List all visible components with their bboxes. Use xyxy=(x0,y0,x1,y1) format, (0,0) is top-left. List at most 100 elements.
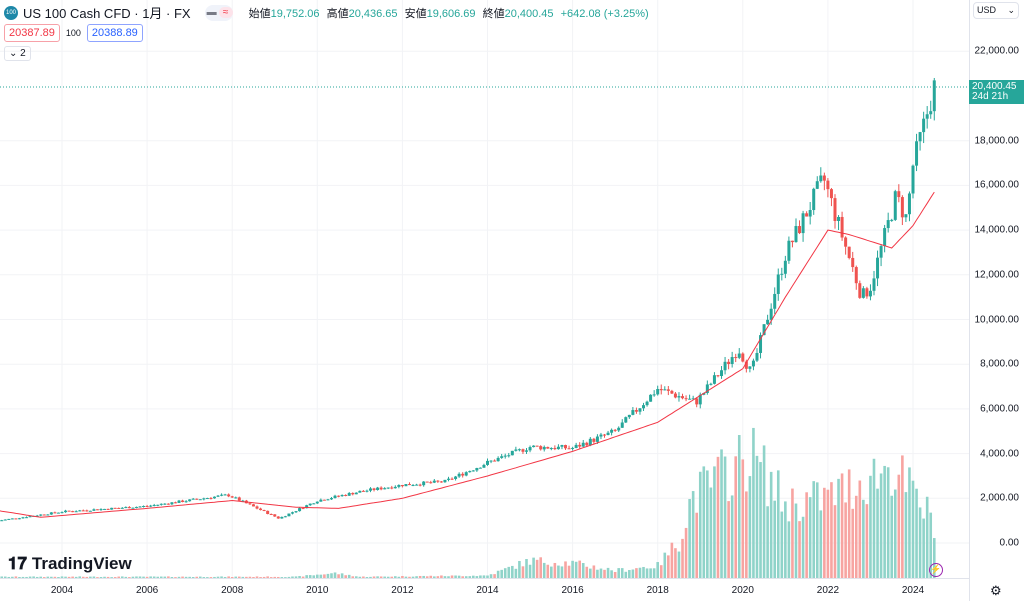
volume-bar xyxy=(174,577,177,578)
volume-bar xyxy=(3,576,7,578)
candle-body xyxy=(911,165,915,194)
volume-bar xyxy=(128,577,131,578)
volume-bar xyxy=(57,577,60,578)
candle-body xyxy=(525,450,529,452)
volume-bar xyxy=(904,492,908,578)
bar-countdown: 24d 21h xyxy=(972,91,1009,102)
candle-body xyxy=(542,446,546,450)
volume-bar xyxy=(103,576,106,578)
volume-bar xyxy=(642,566,645,578)
candle-body xyxy=(751,360,755,367)
candle-body xyxy=(287,513,291,517)
volume-bar xyxy=(135,576,138,578)
candle-body xyxy=(273,514,277,517)
volume-bar xyxy=(11,576,14,578)
volume-bar xyxy=(525,559,528,578)
candle-body xyxy=(691,398,695,400)
candle-body xyxy=(340,494,344,497)
lightning-icon[interactable]: ⚡ xyxy=(929,563,943,577)
sell-button[interactable]: 20387.89 xyxy=(4,24,60,42)
candle-body xyxy=(755,352,759,361)
candle-body xyxy=(220,494,224,496)
time-axis[interactable]: 2004 2006 2008 2010 2012 2014 2016 2018 2020 2022… xyxy=(0,578,969,601)
price-chart[interactable] xyxy=(0,0,969,578)
volume-bar xyxy=(663,552,667,578)
volume-bar xyxy=(326,573,330,578)
candle-body xyxy=(237,497,241,501)
hide-icon[interactable]: ▬ xyxy=(206,7,217,18)
candle-body xyxy=(787,240,791,261)
candle-body xyxy=(39,514,43,516)
legend-controls[interactable]: ▬ ≈ xyxy=(204,4,233,21)
candle-body xyxy=(156,504,160,506)
volume-bar xyxy=(798,521,801,578)
candle-body xyxy=(503,455,507,457)
candle-body xyxy=(514,449,518,451)
approx-icon[interactable]: ≈ xyxy=(218,7,233,18)
volume-bar xyxy=(929,512,933,578)
volume-bar xyxy=(872,458,876,578)
currency-select[interactable]: USD ⌄ xyxy=(973,2,1019,19)
moving-average-line xyxy=(0,191,935,518)
candle-body xyxy=(266,510,270,515)
candle-body xyxy=(436,480,440,482)
volume-bar xyxy=(645,568,649,578)
candle-body xyxy=(709,383,713,385)
volume-bar xyxy=(149,576,152,578)
candle-body xyxy=(872,278,876,291)
volume-bar xyxy=(688,499,691,578)
volume-bar xyxy=(702,466,706,578)
candle-body xyxy=(432,480,436,483)
candle-body xyxy=(656,389,660,395)
candle-body xyxy=(822,175,826,181)
time-tick: 2022 xyxy=(816,585,840,596)
candle-body xyxy=(64,510,68,513)
time-tick: 2004 xyxy=(50,585,74,596)
volume-bar xyxy=(691,491,695,578)
volume-bar xyxy=(681,538,684,578)
candle-body xyxy=(493,460,497,462)
tradingview-logo[interactable]: 𝟏𝟕 TradingView xyxy=(8,554,132,574)
volume-bar xyxy=(376,576,379,578)
candle-body xyxy=(191,498,195,500)
price-tick: 4,000.00 xyxy=(980,448,1019,460)
candle-body xyxy=(368,488,372,491)
collapse-indicators-button[interactable]: ⌄ 2 xyxy=(4,46,31,61)
settings-icon[interactable]: ⚙ xyxy=(990,583,1002,598)
volume-bar xyxy=(652,568,656,578)
candle-body xyxy=(847,246,851,258)
volume-bar xyxy=(511,565,514,578)
candle-body xyxy=(734,357,738,359)
candle-body xyxy=(720,370,724,377)
volume-bar xyxy=(489,574,493,578)
candle-body xyxy=(617,427,621,431)
candle-body xyxy=(773,293,777,309)
candle-body xyxy=(929,111,933,115)
candle-body xyxy=(344,494,348,496)
volume-bar xyxy=(248,576,252,578)
candle-body xyxy=(131,507,135,509)
candle-body xyxy=(298,508,302,512)
candle-body xyxy=(507,455,511,457)
volume-bar xyxy=(773,500,777,578)
candle-body xyxy=(418,484,422,486)
volume-bar xyxy=(791,488,794,578)
volume-bar xyxy=(312,575,316,578)
volume-bar xyxy=(152,576,156,578)
volume-bar xyxy=(390,576,394,578)
candle-body xyxy=(794,226,798,243)
high-value: 20,436.65 xyxy=(348,7,398,20)
volume-bar xyxy=(908,467,911,578)
volume-bar xyxy=(695,512,699,578)
candle-body xyxy=(276,516,280,519)
symbol-title[interactable]: US 100 Cash CFD · 1月 · FX xyxy=(23,6,191,21)
volume-bar xyxy=(752,427,755,578)
candle-body xyxy=(610,429,614,433)
volume-bar xyxy=(372,576,376,578)
candle-body xyxy=(78,510,82,512)
candle-body xyxy=(762,324,766,336)
time-tick: 2020 xyxy=(731,585,754,596)
volume-bar xyxy=(7,576,11,578)
change-value: +642.08 (+3.25%) xyxy=(560,7,649,20)
buy-button[interactable]: 20388.89 xyxy=(86,24,143,42)
